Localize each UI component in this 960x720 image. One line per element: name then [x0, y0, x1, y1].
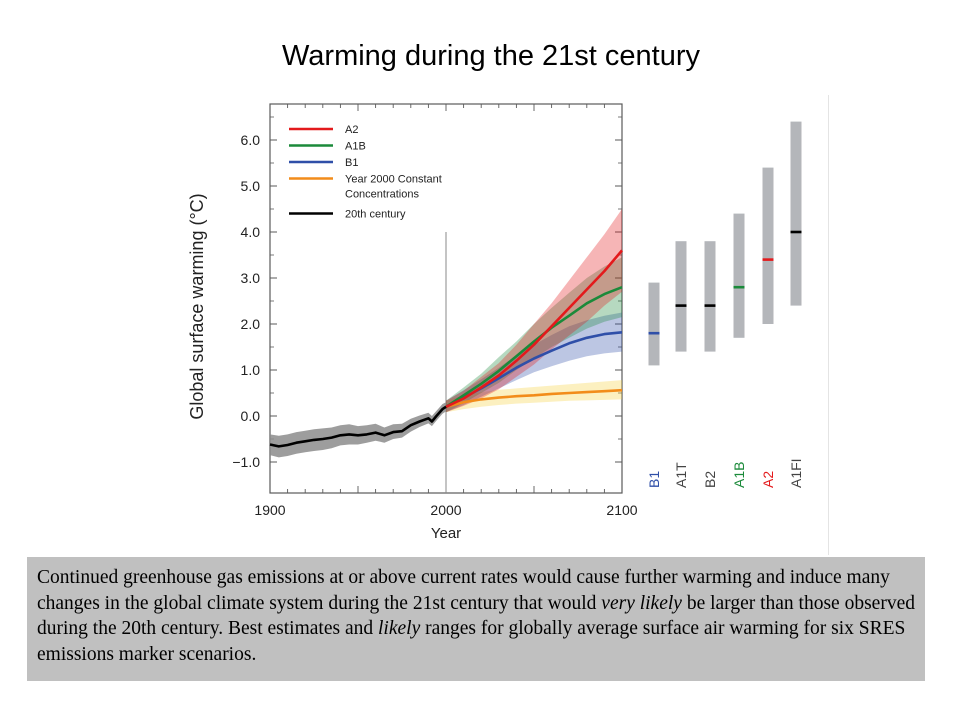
x-axis-label: Year — [431, 525, 461, 542]
legend-label-const-line2: Concentrations — [345, 189, 419, 201]
scenario-label-a1t: A1T — [673, 462, 689, 488]
caption-text-3: ranges for globally average surface air … — [37, 618, 906, 665]
uncertainty-band-a1b — [446, 257, 622, 413]
y-axis-label: Global surface warming (°C) — [187, 193, 207, 419]
y-tick-label: 1.0 — [241, 362, 261, 378]
scenario-range-chart: B1 A1T B2 A1B A2 A1FI — [646, 121, 804, 488]
scenario-label-b1: B1 — [646, 471, 662, 488]
uncertainty-band-a2 — [446, 209, 622, 413]
legend-label-b1: B1 — [345, 157, 358, 169]
y-tick-label: −1.0 — [232, 454, 260, 470]
scenario-label-a1b: A1B — [731, 462, 747, 488]
x-tick-label: 2000 — [430, 502, 461, 518]
y-tick-label: 5.0 — [241, 178, 261, 194]
series-line-const — [445, 388, 623, 409]
legend-label-a1b: A1B — [345, 141, 366, 153]
range-bar-b1 — [648, 282, 660, 366]
uncertainty-band-c20 — [270, 402, 446, 458]
y-tick-label: 6.0 — [241, 132, 261, 148]
x-tick-label: 2100 — [606, 502, 637, 518]
y-tick-label: 3.0 — [241, 270, 261, 286]
projection-line-chart: 6.0 5.0 4.0 3.0 2.0 1.0 0.0 −1.0 1900 2000 2100 Yea… — [187, 103, 638, 542]
caption-emphasis-very-likely: very likely — [601, 592, 682, 614]
y-tick-label: 4.0 — [241, 224, 261, 240]
legend-label-a2: A2 — [345, 124, 358, 136]
caption-text-1: Continued greenhouse gas emissions at or… — [37, 567, 890, 614]
slide-title: Warming during the 21st century — [281, 40, 700, 72]
y-tick-label: 0.0 — [241, 408, 261, 424]
series-line-a2 — [445, 249, 623, 408]
range-bar-a2 — [762, 167, 774, 324]
scenario-label-a2: A2 — [760, 471, 776, 488]
uncertainty-band-b1 — [446, 312, 622, 413]
legend-label-const-line1: Year 2000 Constant — [345, 174, 442, 186]
series-line-c20 — [269, 405, 447, 448]
legend-label-c20: 20th century — [345, 209, 406, 221]
x-tick-label: 1900 — [254, 502, 285, 518]
scenario-label-a1fi: A1FI — [788, 458, 804, 488]
caption-box: Continued greenhouse gas emissions at or… — [27, 557, 925, 681]
range-bar-a1t — [675, 241, 687, 352]
series-line-a1b — [445, 285, 623, 408]
range-bar-a1b — [733, 213, 745, 338]
range-bar-a1fi — [790, 121, 802, 306]
range-bar-b2 — [704, 241, 716, 352]
y-tick-label: 2.0 — [241, 316, 261, 332]
caption-text-2: be larger than those observed during the… — [37, 592, 915, 640]
scenario-label-b2: B2 — [702, 471, 718, 488]
caption-emphasis-likely: likely — [378, 618, 421, 639]
